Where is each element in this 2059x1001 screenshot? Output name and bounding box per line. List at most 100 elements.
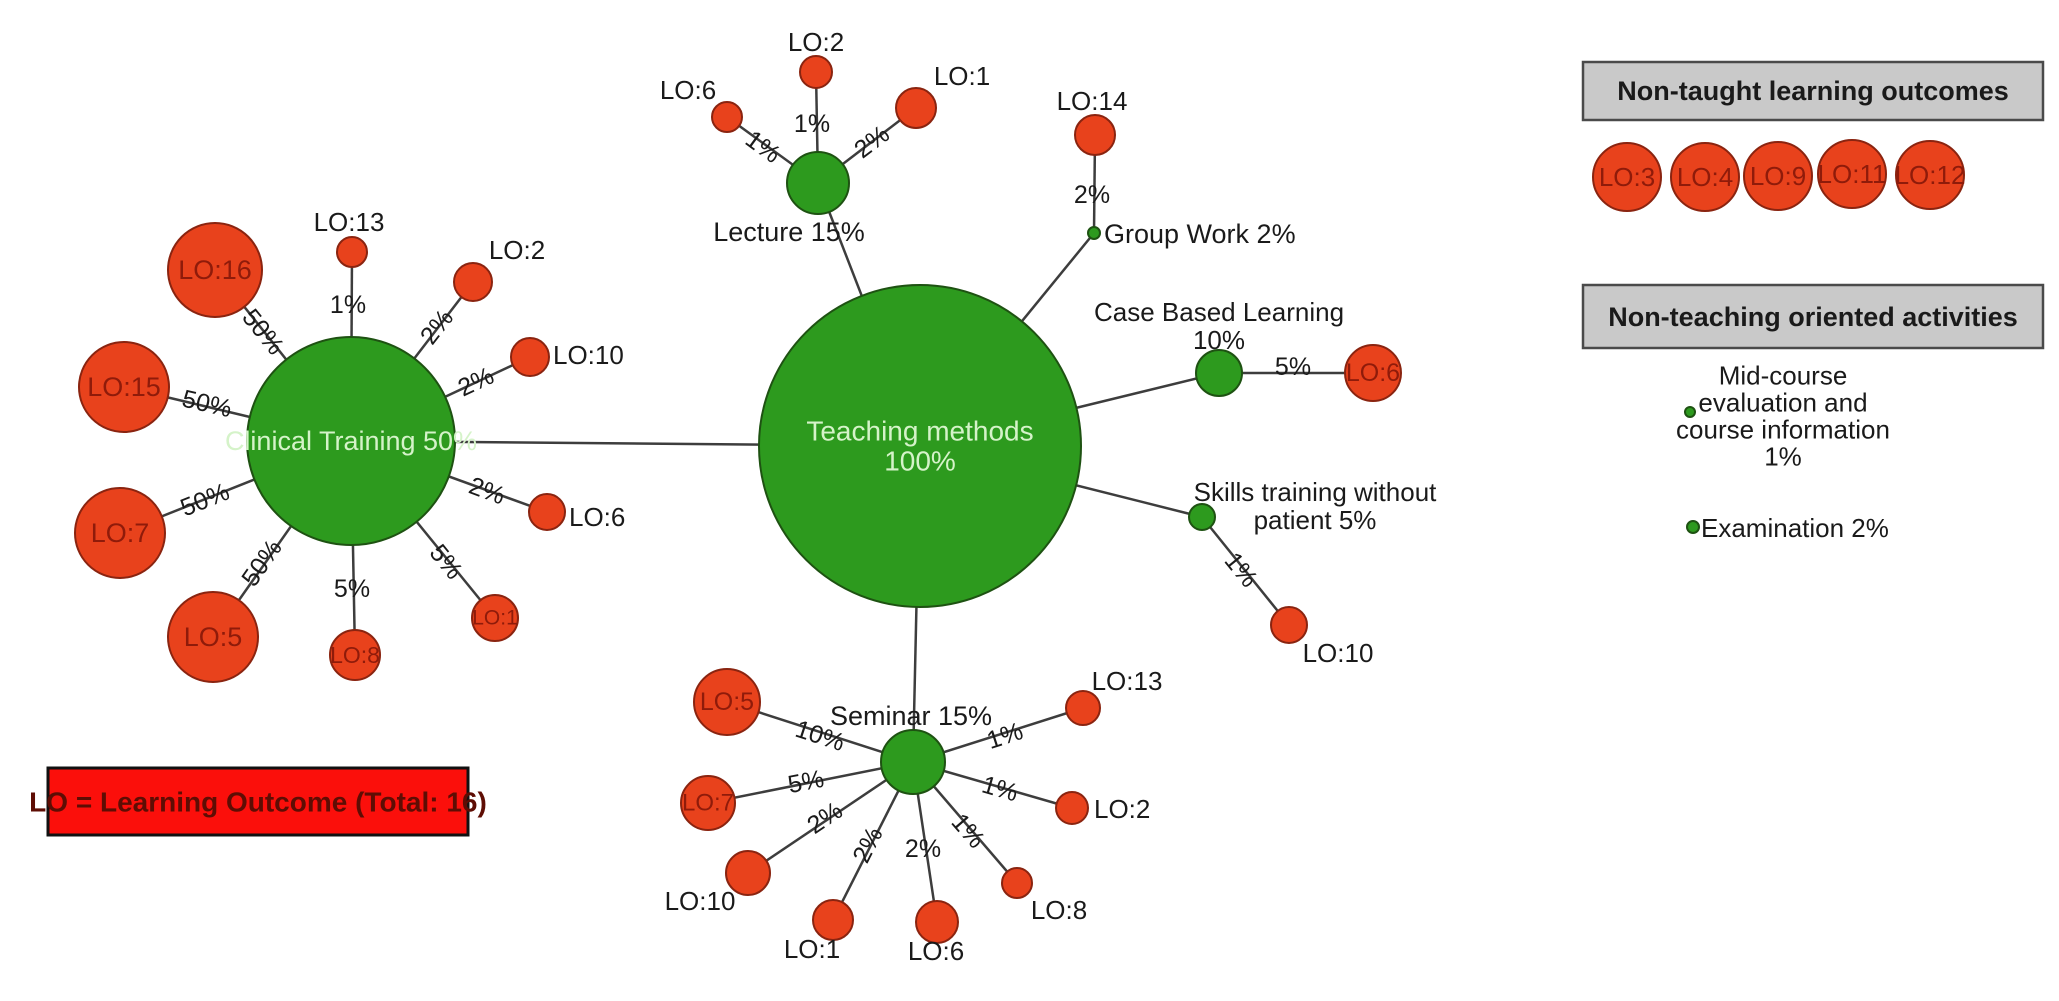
skills-training-label: Skills training without [1194,477,1438,507]
edge-label-seminar--seminar-lo7: 5% [786,765,827,799]
lo-key-label: LO = Learning Outcome (Total: 16) [29,787,487,818]
seminar-lo8-label: LO:8 [1031,895,1087,925]
midcourse-label: evaluation and [1698,388,1867,418]
teaching-methods-label: 100% [884,446,956,477]
skills-lo10-circle [1270,606,1308,644]
seminar-lo1-circle [812,899,854,941]
edge-label-seminar--seminar-lo6: 2% [905,835,941,863]
examination-dot-circle [1686,520,1700,534]
lecture-lo6-label: LO:6 [660,75,716,105]
lecture-circle [786,151,850,215]
clinical-lo1-circle [471,594,519,642]
clinical-lo6-label: LO:6 [569,502,625,532]
clinical-lo5-circle [167,591,259,683]
seminar-lo6-circle [915,900,959,944]
edge-label-lecture--lecture-lo2: 1% [794,110,830,138]
legend-lo4-circle [1670,142,1740,212]
edge-skills-training--skills-lo10 [1201,516,1290,626]
seminar-circle [880,729,946,795]
legend-lo12-label: LO:12 [1895,160,1966,190]
legend-lo9-label: LO:9 [1750,161,1806,191]
clinical-lo7-circle [74,487,166,579]
seminar-lo7-label: LO:7 [682,790,734,817]
clinical-lo13-label: LO:13 [314,207,385,237]
clinical-lo1-label: LO:1 [472,607,518,630]
clinical-lo15-label: LO:15 [87,372,161,402]
cbl-lo6-circle [1344,344,1402,402]
clinical-lo7-label: LO:7 [91,518,150,548]
midcourse-dot-circle [1684,406,1696,418]
clinical-lo10-circle [510,337,550,377]
clinical-lo13-circle [336,236,368,268]
lecture-lo1-circle [895,87,937,129]
seminar-lo5-label: LO:5 [700,688,754,716]
skills-lo10-label: LO:10 [1303,638,1374,668]
clinical-lo10-label: LO:10 [553,340,624,370]
seminar-lo10-circle [725,850,771,896]
legend-lo12-circle [1895,140,1965,210]
legend-lo3-label: LO:3 [1599,162,1655,192]
seminar-lo13-circle [1065,690,1101,726]
groupwork-lo14-circle [1074,114,1116,156]
seminar-lo10-label: LO:10 [665,886,736,916]
clinical-training-label: Clinical Training 50% [225,426,477,456]
midcourse-label: Mid-course [1719,361,1848,391]
edge-label-clinical-training--clinical-lo13: 1% [330,291,366,319]
lecture-lo6-circle [711,101,743,133]
clinical-lo15-circle [78,341,170,433]
clinical-lo8-circle [329,629,381,681]
non-teaching-header-box [1581,283,2045,350]
lecture-label: Lecture 15% [713,217,865,247]
legend-lo11-circle [1817,139,1887,209]
groupwork-lo14-label: LO:14 [1057,86,1128,116]
legend-lo9-circle [1743,141,1813,211]
seminar-lo5-circle [693,668,761,736]
edge-seminar--seminar-lo7 [707,760,914,805]
non-taught-header-box [1581,60,2045,122]
seminar-label: Seminar 15% [830,701,992,731]
legend-lo4-label: LO:4 [1677,162,1733,192]
seminar-lo13-label: LO:13 [1092,666,1163,696]
non-taught-header: Non-taught learning outcomes [1617,76,2009,106]
lo-key-box [46,766,470,837]
cbl-lo6-label: LO:6 [1346,359,1400,387]
seminar-lo1-label: LO:1 [784,934,840,964]
midcourse-label: course information [1676,415,1890,445]
clinical-lo5-label: LO:5 [184,622,243,652]
edge-label-case-based-learning--cbl-lo6: 5% [1275,353,1311,381]
clinical-lo16-label: LO:16 [178,255,252,285]
seminar-lo2-circle [1055,791,1089,825]
seminar-lo2-label: LO:2 [1094,794,1150,824]
clinical-training-circle [246,336,456,546]
legend-lo11-label: LO:11 [1818,159,1887,189]
case-based-learning-label: Case Based Learning [1094,297,1344,327]
group-work-label: Group Work 2% [1104,219,1296,249]
case-based-learning-circle [1195,349,1243,397]
clinical-lo2-circle [453,262,493,302]
teaching-methods-label: Teaching methods [806,416,1033,447]
lecture-lo2-label: LO:2 [788,27,844,57]
edge-label-clinical-training--clinical-lo8: 5% [334,575,370,603]
legend-lo3-circle [1592,142,1662,212]
skills-training-label: patient 5% [1254,505,1377,535]
case-based-learning-label: 10% [1193,325,1245,355]
clinical-lo8-label: LO:8 [330,642,380,668]
teaching-methods-circle [758,284,1082,608]
lecture-lo1-label: LO:1 [934,61,990,91]
clinical-lo16-circle [167,222,263,318]
seminar-lo7-circle [680,775,736,831]
edge-seminar--seminar-lo10 [747,760,914,875]
group-work-circle [1087,226,1101,240]
clinical-lo2-label: LO:2 [489,235,545,265]
edge-label-group-work--groupwork-lo14: 2% [1074,181,1110,209]
clinical-lo6-circle [528,493,566,531]
midcourse-label: 1% [1764,442,1802,472]
skills-training-circle [1188,503,1216,531]
seminar-lo6-label: LO:6 [908,936,964,966]
examination-label: Examination 2% [1701,513,1889,543]
non-teaching-header: Non-teaching oriented activities [1608,302,2018,332]
lecture-lo2-circle [799,55,833,89]
seminar-lo8-circle [1001,867,1033,899]
